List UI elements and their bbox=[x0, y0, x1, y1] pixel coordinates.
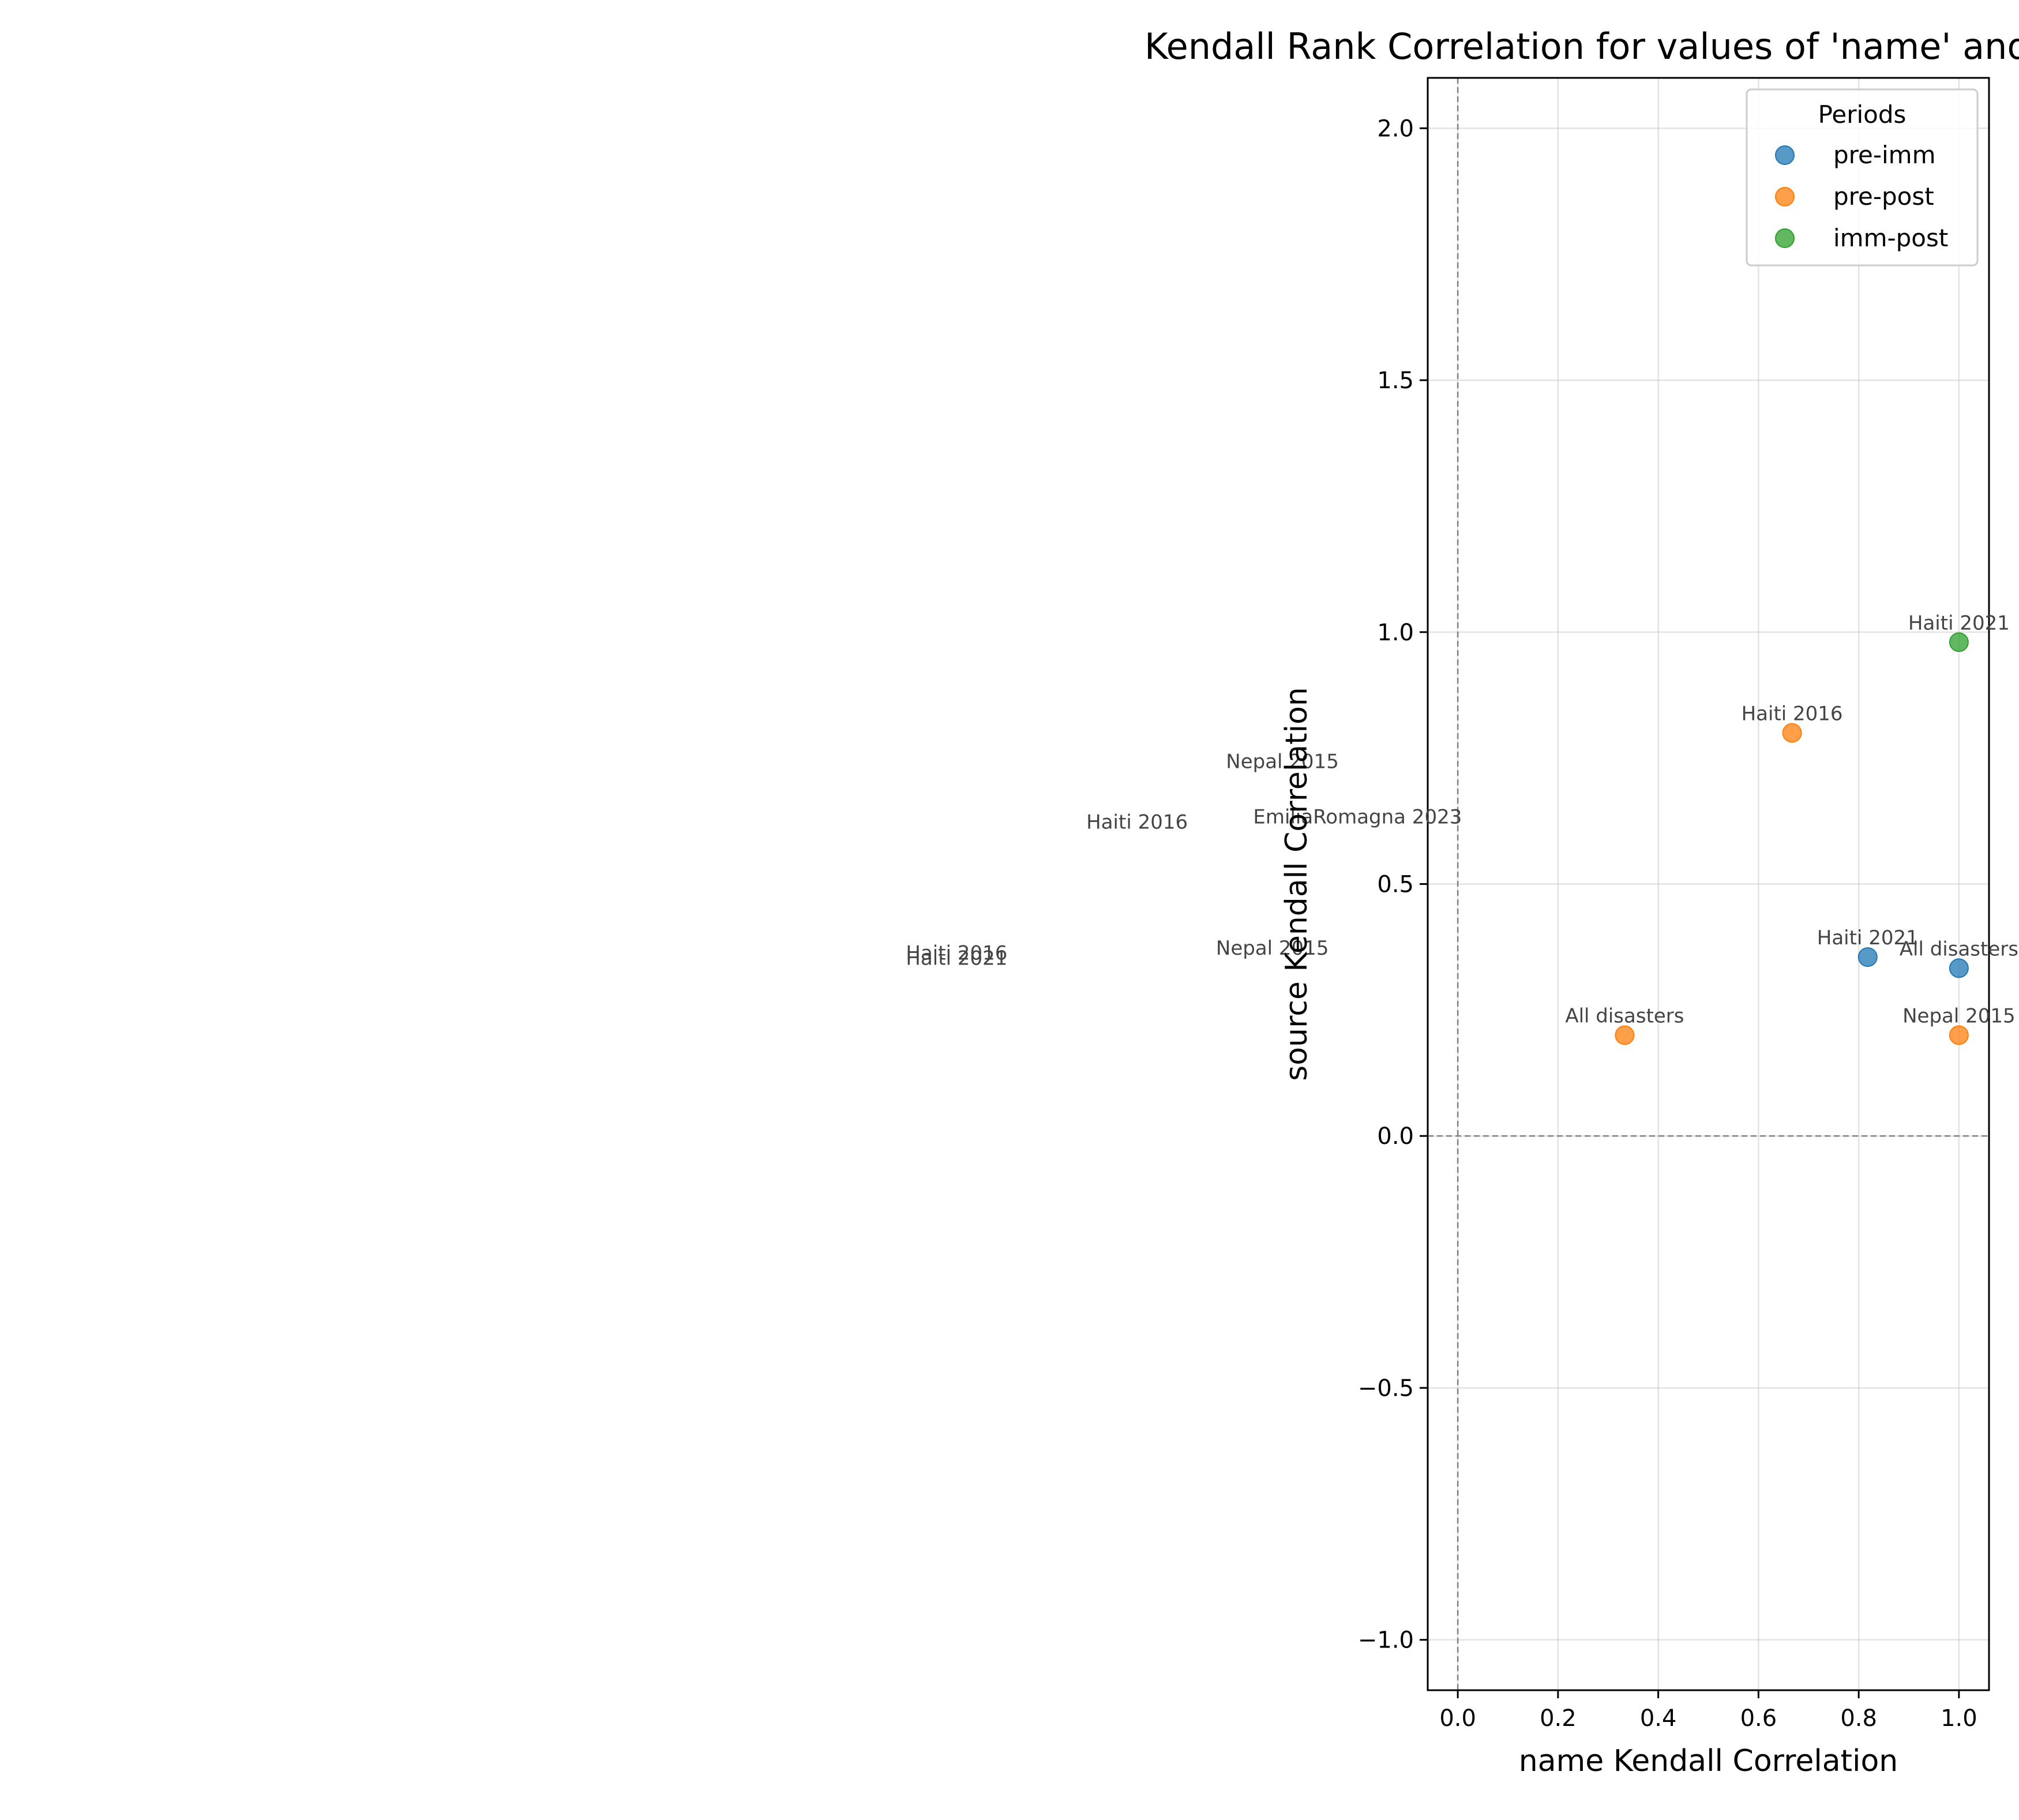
legend-entry-imm-post: imm-post bbox=[1833, 224, 1948, 252]
y-tick-label: 0.0 bbox=[1377, 1123, 1414, 1150]
point-label: All disasters bbox=[1565, 1005, 1684, 1028]
x-axis-label: name Kendall Correlation bbox=[1519, 1744, 1898, 1778]
legend-entry-pre-imm: pre-imm bbox=[1833, 141, 1936, 169]
point-label: Haiti 2021 bbox=[1908, 611, 2010, 635]
stray-label: Nepal 2015 bbox=[1226, 750, 1339, 774]
stray-label: Haiti 2021 bbox=[906, 947, 1007, 970]
x-tick-label: 0.4 bbox=[1640, 1705, 1677, 1732]
y-tick-label: −1.0 bbox=[1358, 1627, 1414, 1654]
axis-ticks: 0.0 0.2 0.4 0.6 0.8 1.0 −1.0 −0.5 0.0 0.5 1.0 1.5 2.… bbox=[1358, 115, 1977, 1732]
legend: Periods pre-imm pre-post imm-post bbox=[1746, 88, 1979, 267]
point-label: Nepal 2015 bbox=[1902, 1005, 2016, 1028]
legend-marker-pre-post bbox=[1775, 187, 1795, 207]
data-point-imm-post bbox=[1949, 632, 1969, 652]
y-axis-label: source Kendall Correlation bbox=[1279, 687, 1314, 1081]
y-tick-label: 0.5 bbox=[1377, 872, 1414, 898]
reference-lines bbox=[1428, 78, 1989, 1690]
y-tick-label: 1.5 bbox=[1377, 367, 1414, 394]
data-point-pre-imm bbox=[1857, 947, 1878, 967]
data-points bbox=[1615, 632, 1969, 1045]
x-tick-label: 0.2 bbox=[1540, 1705, 1577, 1732]
legend-marker-imm-post bbox=[1775, 228, 1795, 248]
chart-title: Kendall Rank Correlation for values of '… bbox=[1144, 25, 2019, 67]
data-point-pre-post bbox=[1782, 723, 1802, 743]
legend-box bbox=[1746, 88, 1979, 267]
stray-label: Haiti 2016 bbox=[1086, 810, 1188, 834]
x-tick-label: 0.8 bbox=[1840, 1705, 1877, 1732]
stray-label: Haiti 2016 bbox=[906, 942, 1007, 965]
stray-label: Nepal 2015 bbox=[1216, 937, 1329, 960]
stray-label: EmiliaRomagna 2023 bbox=[1253, 806, 1462, 829]
x-tick-label: 0.0 bbox=[1439, 1705, 1476, 1732]
y-tick-label: −0.5 bbox=[1358, 1375, 1414, 1402]
legend-title: Periods bbox=[1818, 100, 1907, 129]
y-tick-label: 2.0 bbox=[1377, 115, 1414, 142]
data-point-pre-imm bbox=[1949, 958, 1969, 978]
legend-marker-pre-imm bbox=[1775, 145, 1795, 165]
data-point-pre-post bbox=[1949, 1025, 1969, 1045]
point-label: All disasters bbox=[1900, 937, 2018, 960]
data-point-pre-post bbox=[1615, 1025, 1635, 1045]
x-tick-label: 0.6 bbox=[1740, 1705, 1777, 1732]
point-label: Haiti 2016 bbox=[1742, 702, 1843, 725]
point-label: Haiti 2021 bbox=[1817, 926, 1919, 950]
stray-labels: Nepal 2015 EmiliaRomagna 2023 Haiti 2016 Ne… bbox=[906, 750, 1462, 970]
x-tick-label: 1.0 bbox=[1941, 1705, 1977, 1732]
legend-entry-pre-post: pre-post bbox=[1833, 182, 1934, 211]
y-tick-label: 1.0 bbox=[1377, 620, 1414, 646]
